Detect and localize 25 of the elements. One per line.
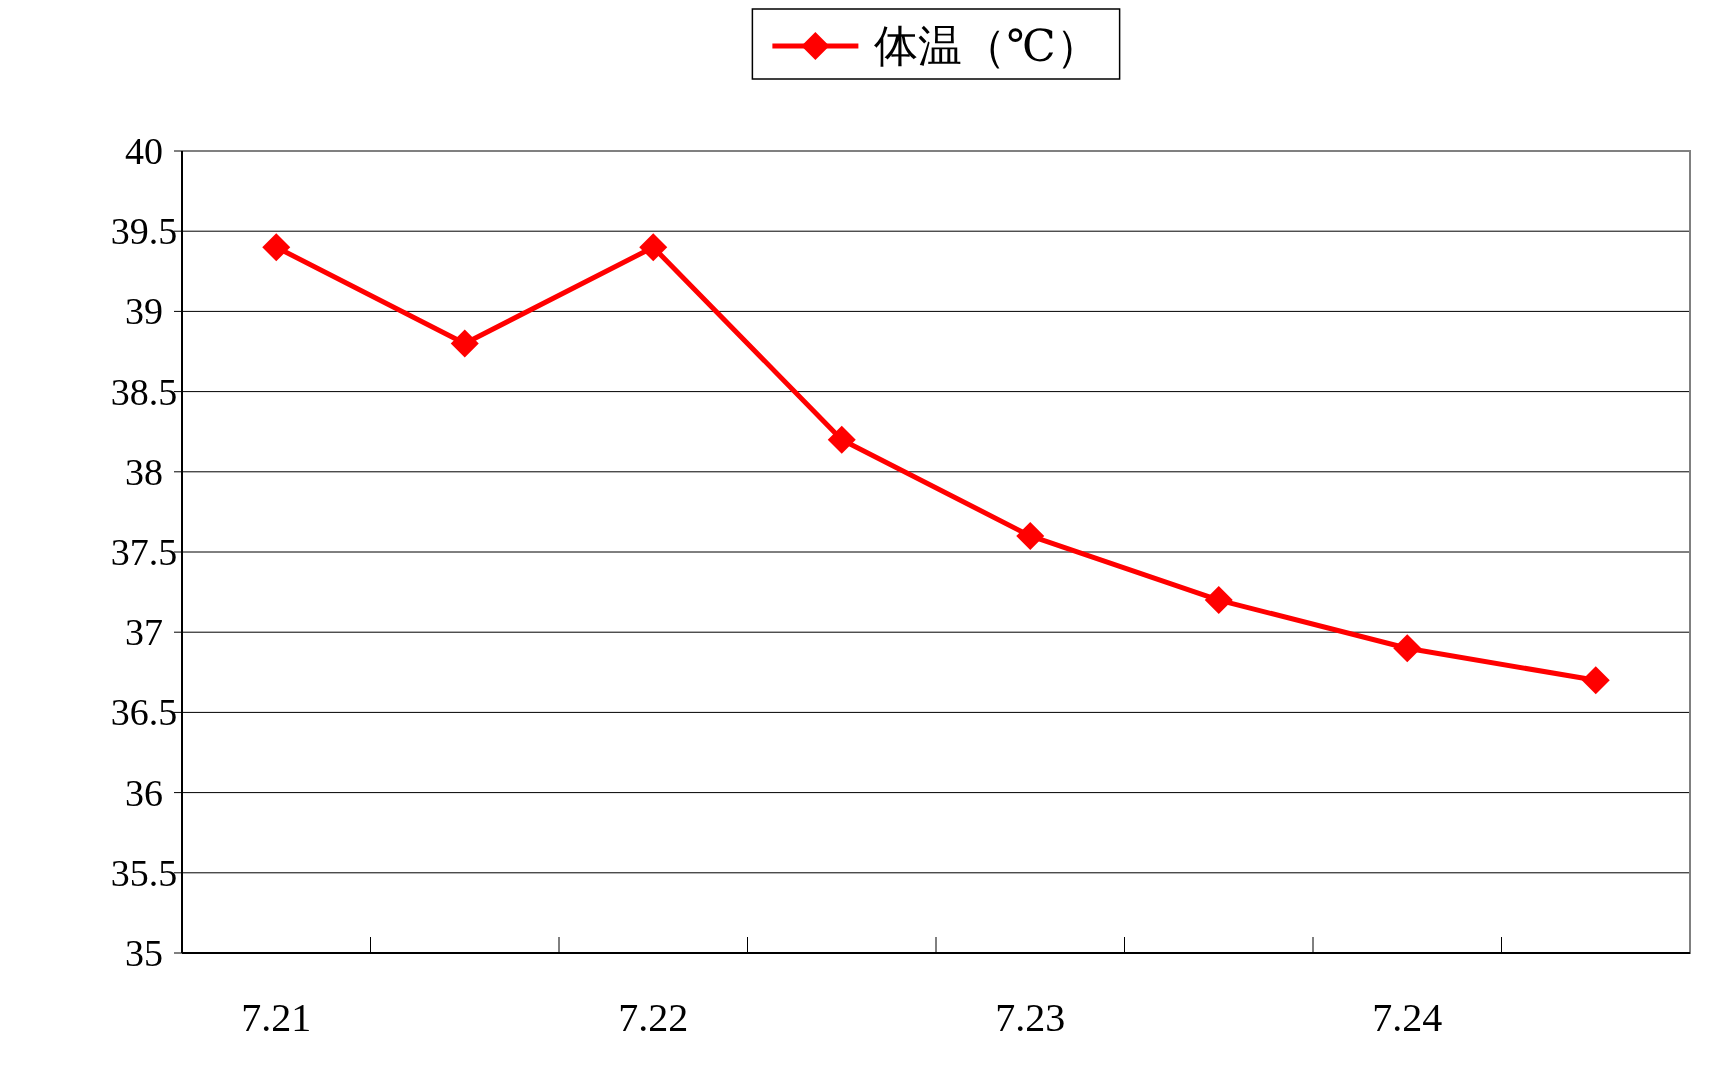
- y-tick-label: 37: [125, 611, 163, 654]
- y-tick-label: 35.5: [110, 851, 178, 894]
- y-tick-label: 39: [125, 290, 163, 333]
- y-tick-label: 38.5: [110, 370, 178, 413]
- y-tick-label: 38: [125, 450, 163, 493]
- legend: 体温（℃）: [751, 8, 1121, 80]
- x-tick-label: 7.23: [995, 995, 1066, 1040]
- x-tick-label: 7.21: [241, 995, 312, 1040]
- y-tick-label: 37.5: [110, 531, 178, 573]
- y-tick-label: 36: [125, 771, 163, 814]
- y-tick-label: 36.5: [110, 691, 178, 734]
- point: [639, 233, 668, 262]
- y-tick-label: 39.5: [110, 210, 178, 253]
- x-tick-label: 7.24: [1372, 995, 1443, 1040]
- point: [262, 233, 291, 262]
- point: [1204, 586, 1233, 615]
- y-tick-label: 40: [125, 130, 163, 172]
- point: [1393, 634, 1422, 663]
- legend-label: 体温（℃）: [874, 22, 1100, 71]
- y-tick-label: 35: [125, 932, 163, 974]
- point: [1016, 521, 1045, 550]
- point: [450, 329, 479, 358]
- point: [827, 425, 856, 454]
- x-tick-label: 7.22: [618, 995, 689, 1040]
- point: [1581, 666, 1610, 695]
